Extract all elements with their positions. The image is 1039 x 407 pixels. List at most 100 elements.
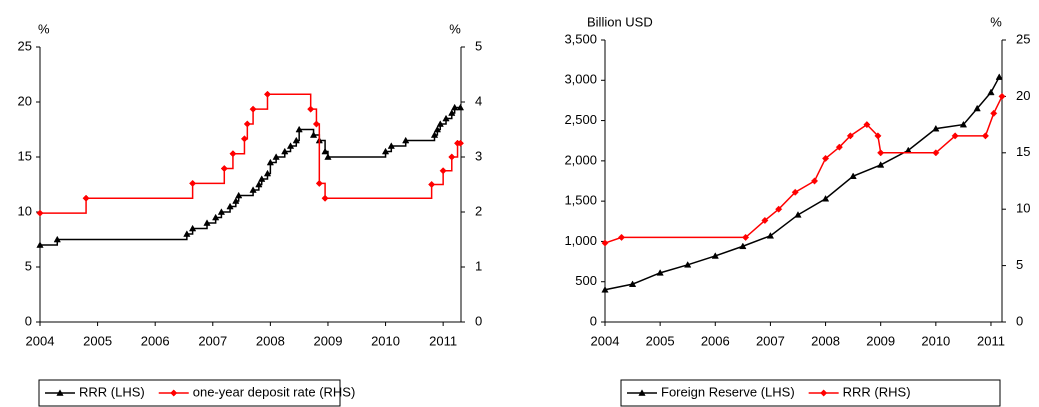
- legend-box: [38, 379, 341, 407]
- legend-marker: [820, 389, 828, 397]
- data-point: [973, 104, 981, 112]
- series-line: [40, 106, 461, 246]
- data-point: [281, 147, 289, 155]
- data-point: [295, 125, 303, 133]
- data-point: [249, 186, 257, 193]
- x-tick-label: 2011: [429, 333, 457, 348]
- data-point: [439, 167, 447, 175]
- data-point: [998, 92, 1006, 100]
- data-point: [266, 158, 274, 166]
- data-point: [189, 179, 197, 187]
- data-point: [877, 161, 885, 168]
- data-point: [226, 202, 234, 210]
- data-point: [243, 120, 251, 128]
- data-point: [286, 142, 295, 149]
- data-point: [835, 143, 843, 151]
- data-point: [684, 261, 692, 268]
- legend-label: Foreign Reserve (LHS): [661, 384, 795, 399]
- data-point: [794, 211, 802, 218]
- legend-marker: [56, 389, 64, 396]
- y2-tick-label: 25: [1016, 31, 1030, 46]
- x-tick-label: 2009: [314, 333, 343, 348]
- data-point: [307, 105, 315, 113]
- legend-marker: [638, 389, 646, 396]
- x-tick-label: 2005: [83, 333, 112, 348]
- data-point: [258, 175, 266, 182]
- data-point: [183, 230, 191, 237]
- y-tick-label: 1,500: [564, 193, 597, 208]
- series-line: [604, 76, 1000, 291]
- y-tick-label: 0: [590, 313, 597, 328]
- data-point: [249, 105, 257, 113]
- data-point: [451, 103, 459, 111]
- data-point: [312, 120, 320, 128]
- series-line: [40, 93, 461, 214]
- x-tick-label: 2011: [977, 333, 1005, 348]
- data-point: [402, 136, 410, 144]
- data-point: [217, 208, 226, 215]
- data-point: [951, 132, 959, 140]
- y-tick-label: 2,500: [564, 112, 597, 127]
- y-tick-label: 15: [18, 148, 32, 163]
- data-point: [309, 131, 318, 138]
- y-tick-label: 2,000: [564, 152, 597, 167]
- data-point: [321, 147, 329, 155]
- data-point: [987, 88, 995, 96]
- y2-tick-label: 10: [1016, 201, 1030, 216]
- data-point: [863, 121, 871, 129]
- y-tick-label: 1,000: [564, 233, 597, 248]
- data-point: [775, 205, 783, 213]
- data-point: [981, 132, 990, 140]
- y-tick-label: 10: [18, 203, 32, 218]
- data-point: [188, 224, 197, 232]
- data-point: [255, 180, 263, 188]
- data-point: [601, 239, 609, 247]
- data-point: [448, 153, 456, 161]
- y2-tick-label: 5: [475, 38, 482, 53]
- data-point: [263, 169, 272, 177]
- data-point: [82, 194, 90, 202]
- data-point: [315, 179, 323, 187]
- series-line: [604, 96, 1003, 244]
- x-tick-label: 2007: [756, 333, 785, 348]
- data-point: [292, 136, 300, 144]
- legend-label: RRR (LHS): [79, 384, 145, 399]
- data-point: [263, 90, 272, 98]
- y-tick-label: 500: [575, 273, 597, 288]
- data-point: [387, 142, 395, 149]
- legend-marker: [170, 389, 178, 397]
- data-point: [442, 114, 450, 122]
- data-point: [436, 120, 444, 127]
- x-tick-label: 2004: [26, 333, 55, 348]
- y2-tick-label: 1: [475, 258, 482, 273]
- legend-label: one-year deposit rate (RHS): [193, 384, 356, 399]
- data-point: [932, 124, 940, 132]
- data-point: [656, 269, 664, 276]
- data-point: [821, 195, 830, 202]
- y2-tick-label: 4: [475, 93, 482, 108]
- y-axis-label: %: [38, 21, 50, 36]
- x-tick-label: 2010: [921, 333, 950, 348]
- data-point: [711, 252, 719, 259]
- data-point: [321, 194, 329, 202]
- data-point: [761, 216, 769, 225]
- x-tick-label: 2006: [141, 333, 170, 348]
- data-point: [990, 109, 998, 117]
- y2-axis-label: %: [449, 21, 461, 36]
- y2-tick-label: 20: [1016, 88, 1030, 103]
- data-point: [959, 120, 968, 128]
- data-point: [433, 125, 442, 133]
- data-point: [601, 286, 609, 293]
- y2-tick-label: 0: [475, 313, 482, 328]
- data-point: [849, 172, 857, 179]
- data-point: [220, 164, 228, 173]
- x-tick-label: 2006: [701, 333, 730, 348]
- x-tick-label: 2007: [198, 333, 227, 348]
- data-point: [628, 280, 637, 287]
- y2-tick-label: 5: [1016, 257, 1023, 272]
- data-point: [272, 153, 280, 160]
- data-point: [381, 147, 390, 155]
- data-point: [874, 132, 882, 140]
- data-point: [846, 132, 854, 140]
